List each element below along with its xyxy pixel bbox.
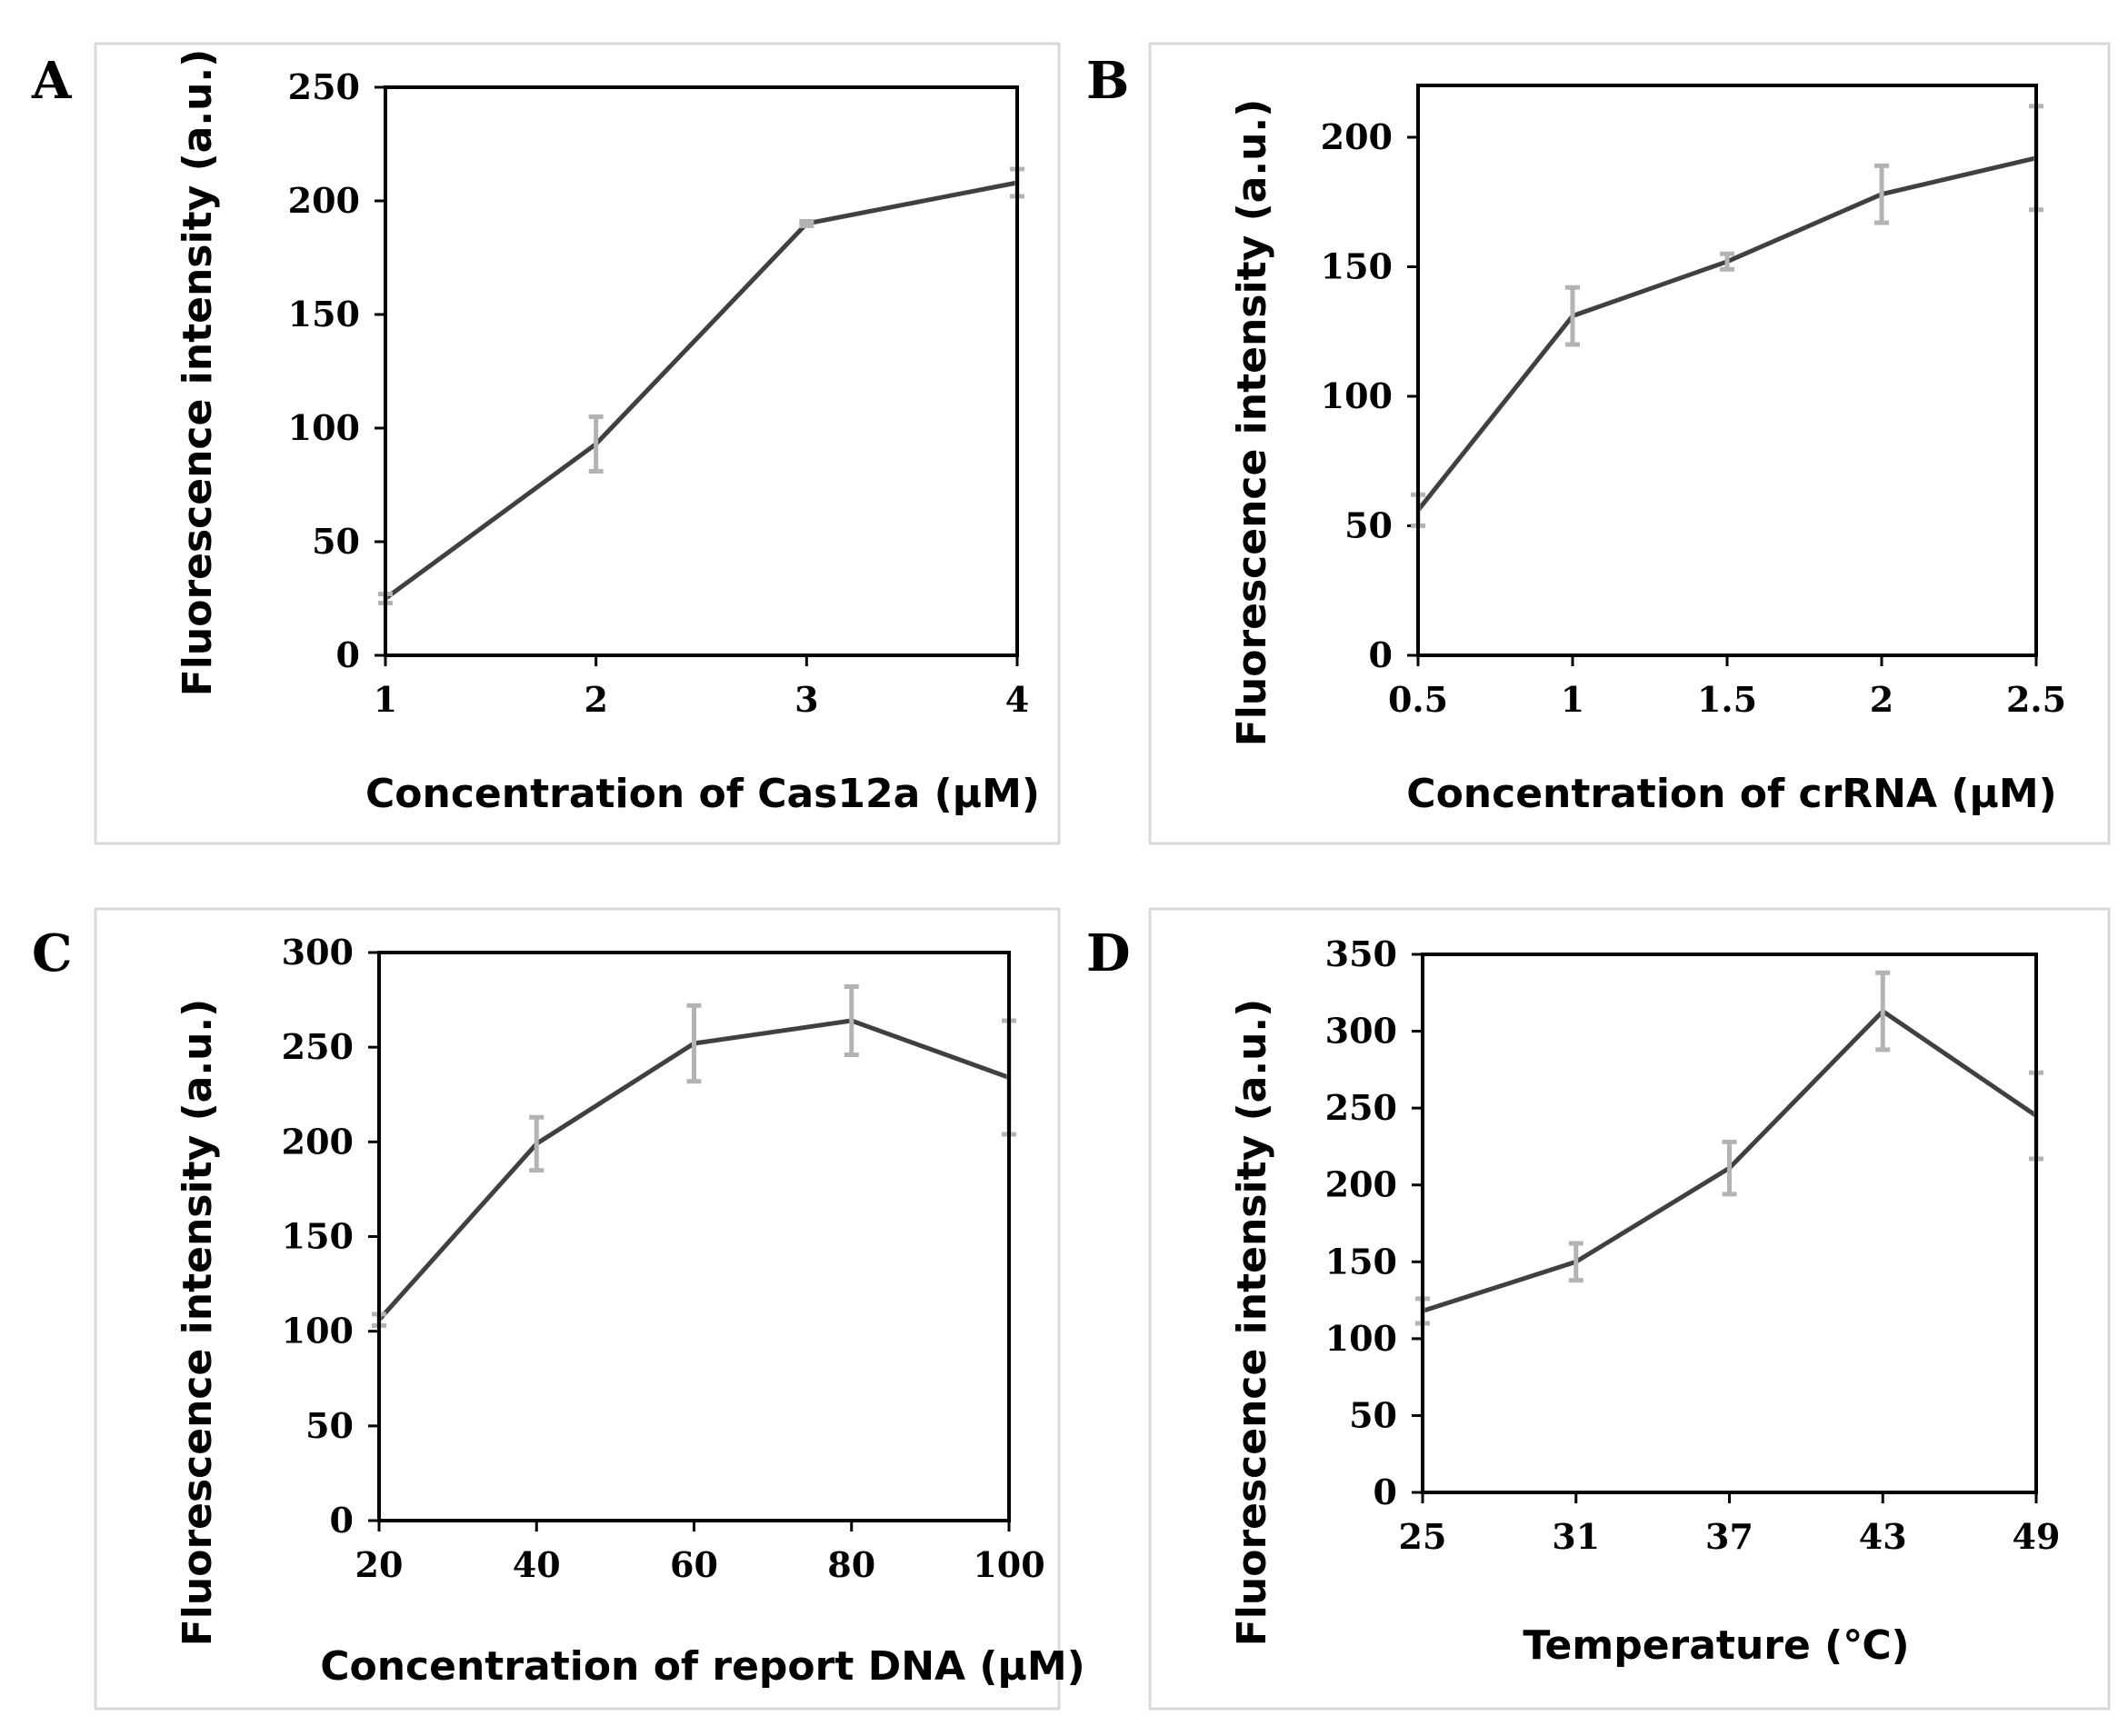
panel-d-letter: D bbox=[1086, 923, 1131, 983]
panel-a-x-tick-label: 2 bbox=[584, 679, 607, 720]
panel-b-border bbox=[1148, 42, 2111, 845]
panel-a-y-tick-label: 200 bbox=[288, 180, 360, 221]
panel-c-x-tick-label: 60 bbox=[670, 1544, 718, 1585]
panel-d-y-tick-label: 150 bbox=[1325, 1241, 1397, 1282]
panel-b-y-tick-label: 150 bbox=[1321, 246, 1393, 287]
panel-d-y-tick-label: 250 bbox=[1325, 1087, 1397, 1128]
panel-a-letter: A bbox=[31, 51, 73, 111]
panel-a-y-tick-label: 150 bbox=[288, 294, 360, 334]
panel-c-border bbox=[94, 907, 1061, 1711]
panel-c-x-tick-label: 20 bbox=[355, 1544, 404, 1585]
panel-b-error-bar bbox=[1565, 284, 1580, 347]
panel-d-x-tick-label: 31 bbox=[1552, 1516, 1600, 1557]
panel-d-plot-frame bbox=[1421, 953, 2038, 1494]
panel-a-x-tick-label: 3 bbox=[794, 679, 818, 720]
panel-a: A Fluorescence intensity (a.u.) Concentr… bbox=[31, 42, 1061, 845]
panel-d-x-axis-title: Temperature (℃) bbox=[1523, 1622, 1909, 1669]
panel-c-x-tick-label: 40 bbox=[513, 1544, 561, 1585]
panel-a-y-tick-label: 100 bbox=[288, 407, 360, 448]
panel-d-y-axis-title: Fluorescence intensity (a.u.) bbox=[1229, 999, 1275, 1647]
panel-c-y-tick-label: 300 bbox=[282, 932, 354, 973]
panel-d-y-tick-label: 300 bbox=[1325, 1011, 1397, 1052]
panel-c-y-tick-label: 150 bbox=[282, 1216, 354, 1257]
panel-d-y-tick-label: 0 bbox=[1374, 1472, 1397, 1512]
panel-b-y-axis-title: Fluorescence intensity (a.u.) bbox=[1229, 99, 1275, 747]
panel-d-x-tick-label: 25 bbox=[1399, 1516, 1447, 1557]
panel-a-x-tick-label: 4 bbox=[1005, 679, 1029, 720]
panel-d-y-tick-label: 50 bbox=[1349, 1394, 1397, 1435]
panel-d-y-tick-label: 350 bbox=[1325, 933, 1397, 974]
panel-d-marks: 0 50 100 150 200 250 300 350 25 31 37 43 49 bbox=[1325, 933, 2061, 1557]
panel-c-x-tick-label: 100 bbox=[973, 1544, 1044, 1585]
panel-a-marks: 0 50 100 150 200 250 1 2 3 4 bbox=[288, 66, 1030, 720]
panel-a-error-bar bbox=[799, 219, 814, 228]
panel-b-x-axis-title: Concentration of crRNA (μM) bbox=[1406, 771, 2056, 817]
panel-b-marks: 0 50 100 150 200 0.5 1 1.5 2 2.5 bbox=[1321, 104, 2066, 720]
panel-b-x-tick-label: 0.5 bbox=[1388, 679, 1448, 720]
panel-b-y-tick-label: 50 bbox=[1344, 505, 1393, 546]
panel-a-error-bar bbox=[588, 414, 604, 474]
panel-d-x-tick-label: 43 bbox=[1859, 1516, 1907, 1557]
panel-d-x-tick-label: 49 bbox=[2013, 1516, 2061, 1557]
panel-b-x-tick-label: 2.5 bbox=[2006, 679, 2066, 720]
panel-b-y-tick-label: 0 bbox=[1369, 634, 1393, 675]
panel-a-series-line bbox=[384, 180, 1018, 601]
panel-a-y-tick-label: 0 bbox=[336, 634, 360, 675]
panel-c-marks: 0 50 100 150 200 250 300 20 40 60 80 100 bbox=[282, 932, 1045, 1585]
panel-c-y-tick-label: 50 bbox=[305, 1405, 354, 1446]
panel-b-x-tick-label: 1 bbox=[1561, 679, 1584, 720]
panel-d-error-bar bbox=[1875, 970, 1891, 1053]
panel-d-y-tick-label: 100 bbox=[1325, 1318, 1397, 1359]
panel-b-x-tick-label: 2 bbox=[1870, 679, 1893, 720]
panel-d-border bbox=[1148, 907, 2111, 1711]
panel-c-y-tick-label: 100 bbox=[282, 1311, 354, 1352]
panel-c-y-tick-label: 0 bbox=[330, 1500, 354, 1541]
panel-c-error-bar bbox=[844, 984, 859, 1057]
panel-c-y-axis-title: Fluorescence intensity (a.u.) bbox=[175, 999, 221, 1647]
panel-d-y-tick-label: 200 bbox=[1325, 1164, 1397, 1205]
panel-a-x-tick-label: 1 bbox=[374, 679, 397, 720]
panel-d-error-bar bbox=[1722, 1139, 1737, 1197]
panel-b-x-tick-label: 1.5 bbox=[1697, 679, 1757, 720]
panel-d-error-bar bbox=[1568, 1241, 1584, 1283]
panel-c: C Fluorescence intensity (a.u.) Concentr… bbox=[32, 907, 1085, 1711]
panel-c-error-bar bbox=[529, 1114, 544, 1173]
panel-c-x-axis-title: Concentration of report DNA (μM) bbox=[320, 1643, 1085, 1690]
panel-c-y-tick-label: 200 bbox=[282, 1121, 354, 1162]
panel-a-border bbox=[94, 42, 1061, 845]
panel-b-letter: B bbox=[1086, 51, 1129, 111]
panel-b-series-line bbox=[1416, 155, 2037, 512]
panel-b: B Fluorescence intensity (a.u.) Concentr… bbox=[1086, 42, 2111, 845]
panel-c-letter: C bbox=[32, 923, 73, 983]
panel-b-y-tick-label: 200 bbox=[1321, 116, 1393, 157]
panel-c-error-bar bbox=[686, 1003, 702, 1084]
panel-a-y-tick-label: 50 bbox=[312, 521, 360, 562]
panel-c-plot-frame bbox=[377, 951, 1011, 1522]
panel-c-x-tick-label: 80 bbox=[827, 1544, 875, 1585]
panel-b-error-bar bbox=[1720, 251, 1734, 272]
panel-b-y-tick-label: 100 bbox=[1321, 375, 1393, 416]
panel-a-y-axis-title: Fluorescence intensity (a.u.) bbox=[175, 49, 221, 697]
panel-c-y-tick-label: 250 bbox=[282, 1026, 354, 1067]
panel-a-plot-frame bbox=[384, 85, 1019, 657]
panel-b-error-bar bbox=[1874, 163, 1889, 225]
panel-b-plot-frame bbox=[1416, 84, 2038, 657]
panel-a-x-axis-title: Concentration of Cas12a (μM) bbox=[365, 771, 1040, 817]
panel-d-x-tick-label: 37 bbox=[1705, 1516, 1753, 1557]
panel-a-y-tick-label: 250 bbox=[288, 66, 360, 107]
panel-d: D Fluorescence intensity (a.u.) Temperat… bbox=[1086, 907, 2111, 1711]
